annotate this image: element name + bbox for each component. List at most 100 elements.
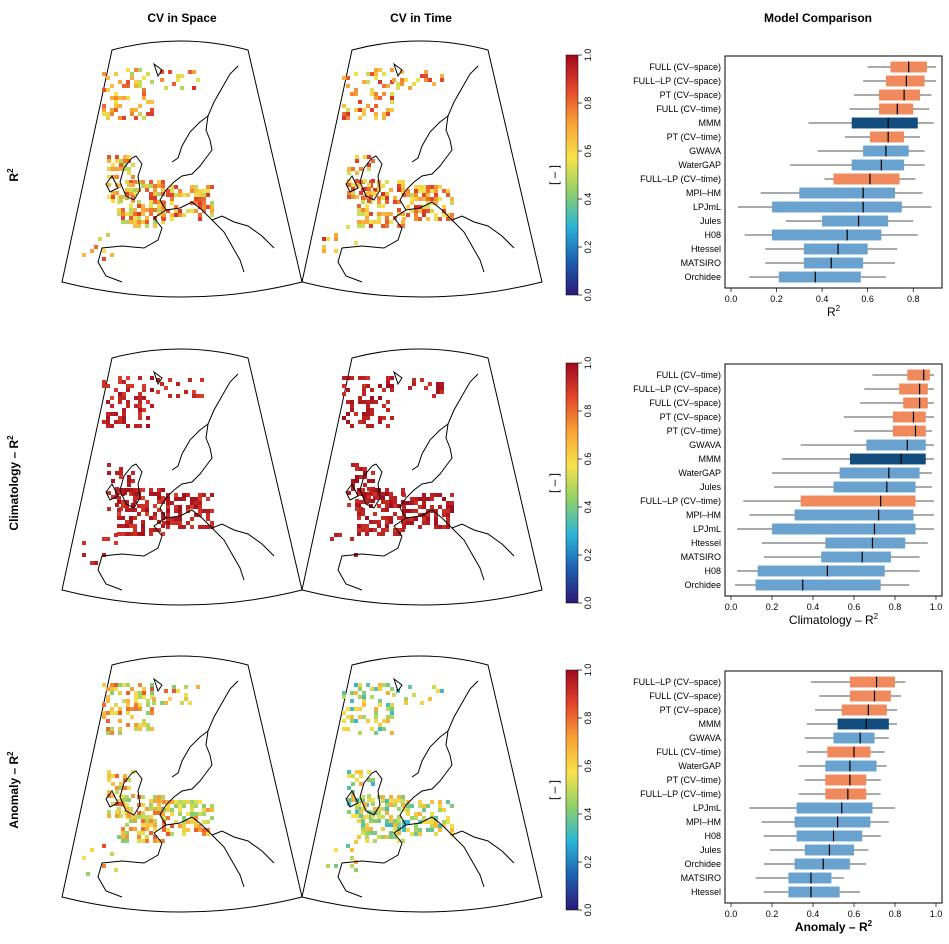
category-label: PT (CV–space) — [660, 412, 721, 422]
grid-cell — [178, 513, 182, 517]
grid-cell — [430, 509, 434, 513]
grid-cell — [178, 800, 182, 804]
grid-cell — [434, 185, 438, 189]
grid-cell — [166, 517, 170, 521]
grid-cell — [393, 799, 397, 803]
grid-cell — [422, 820, 426, 824]
grid-cell — [174, 804, 178, 808]
grid-cell — [137, 839, 141, 843]
grid-cell — [422, 213, 426, 217]
grid-cell — [198, 812, 202, 816]
grid-cell — [210, 804, 214, 808]
grid-cell — [434, 832, 438, 836]
grid-cell — [146, 711, 150, 715]
grid-cell — [440, 382, 444, 386]
grid-cell — [366, 412, 370, 416]
grid-cell — [206, 517, 210, 521]
grid-cell — [170, 217, 174, 221]
grid-cell — [386, 715, 390, 719]
grid-cell — [446, 213, 450, 217]
grid-cell — [202, 197, 206, 201]
grid-cell — [138, 416, 142, 420]
grid-cell — [150, 691, 154, 695]
grid-cell — [126, 703, 130, 707]
grid-cell — [390, 100, 394, 104]
grid-cell — [194, 828, 198, 832]
grid-cell — [373, 492, 377, 496]
grid-cell — [137, 835, 141, 839]
grid-cell — [157, 528, 161, 532]
grid-cell — [194, 197, 198, 201]
grid-cell — [334, 533, 338, 537]
grid-cell — [326, 237, 330, 241]
grid-cell — [359, 467, 363, 471]
grid-cell — [385, 192, 389, 196]
grid-cell — [402, 509, 406, 513]
grid-cell — [355, 159, 359, 163]
grid-cell — [153, 184, 157, 188]
grid-cell — [153, 492, 157, 496]
grid-cell — [178, 209, 182, 213]
grid-cell — [362, 412, 366, 416]
grid-cell — [382, 719, 386, 723]
grid-cell — [170, 800, 174, 804]
grid-cell — [153, 200, 157, 204]
grid-cell — [130, 384, 134, 388]
grid-cell — [386, 703, 390, 707]
grid-cell — [170, 501, 174, 505]
grid-cell — [370, 72, 374, 76]
grid-cell — [397, 208, 401, 212]
grid-cell — [396, 82, 400, 86]
grid-cell — [153, 188, 157, 192]
grid-cell — [434, 189, 438, 193]
box-12 — [744, 229, 918, 241]
grid-cell — [137, 512, 141, 516]
map-frame — [61, 348, 303, 606]
grid-cell — [450, 213, 454, 217]
grid-cell — [426, 804, 430, 808]
grid-cell — [370, 412, 374, 416]
grid-cell — [125, 180, 129, 184]
grid-cell — [130, 112, 134, 116]
grid-cell — [363, 495, 367, 499]
grid-cell — [102, 683, 106, 687]
grid-cell — [137, 532, 141, 536]
grid-cell — [402, 501, 406, 505]
box-5 — [844, 131, 921, 143]
grid-cell — [166, 521, 170, 525]
box — [839, 467, 920, 479]
grid-cell — [137, 224, 141, 228]
grid-cell — [366, 404, 370, 408]
grid-cell — [357, 208, 361, 212]
grid-cell — [149, 492, 153, 496]
grid-cell — [404, 697, 408, 701]
grid-cell — [206, 185, 210, 189]
grid-cell — [157, 180, 161, 184]
grid-cell — [393, 504, 397, 508]
grid-cell — [393, 819, 397, 823]
grid-cell — [192, 394, 196, 398]
grid-cell — [107, 491, 111, 495]
grid-cell — [149, 200, 153, 204]
grid-cell — [346, 707, 350, 711]
grid-cell — [166, 505, 170, 509]
grid-cell — [385, 216, 389, 220]
grid-cell — [363, 187, 367, 191]
grid-cell — [145, 224, 149, 228]
grid-cell — [342, 76, 346, 80]
grid-cell — [386, 400, 390, 404]
row-label-text: Climatology – R — [7, 440, 21, 531]
grid-cell — [111, 167, 115, 171]
grid-cell — [190, 800, 194, 804]
category-label: PT (CV–space) — [660, 705, 721, 715]
grid-cell — [426, 185, 430, 189]
colorbar-tick-label: 0.6 — [583, 145, 593, 158]
grid-cell — [381, 807, 385, 811]
grid-cell — [367, 794, 371, 798]
grid-cell — [397, 224, 401, 228]
grid-cell — [119, 163, 123, 167]
grid-cell — [358, 376, 362, 380]
box — [833, 173, 900, 185]
grid-cell — [374, 687, 378, 691]
grid-cell — [153, 196, 157, 200]
